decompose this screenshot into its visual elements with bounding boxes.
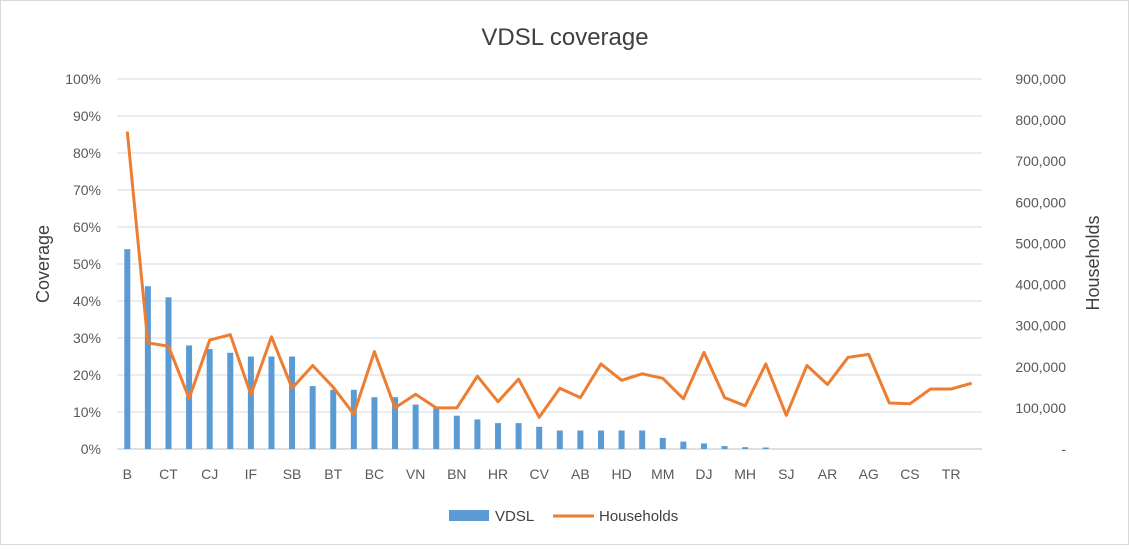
x-tick-label: SB xyxy=(283,466,302,482)
y-tick-label: 20% xyxy=(73,367,101,383)
x-tick-label: AB xyxy=(571,466,590,482)
bar-vdsl xyxy=(618,430,625,449)
x-tick-label: CJ xyxy=(201,466,218,482)
bar-vdsl xyxy=(247,356,254,449)
y-axis-label: Coverage xyxy=(33,225,53,303)
bar-vdsl xyxy=(577,430,584,449)
x-axis-ticks: B CT CJ IF SB BT BC VN BN HR CV AB HD MM DJ MH SJ AR AG CS T… xyxy=(123,466,961,482)
y-tick-label: 40% xyxy=(73,293,101,309)
bar-vdsl xyxy=(680,441,687,449)
legend-label-vdsl: VDSL xyxy=(495,508,534,525)
bar-vdsl xyxy=(536,426,543,449)
y2-tick-label: 400,000 xyxy=(1015,277,1066,293)
x-tick-label: BC xyxy=(365,466,384,482)
bar-vdsl xyxy=(433,408,440,449)
x-tick-label: IF xyxy=(245,466,257,482)
x-tick-label: HD xyxy=(611,466,631,482)
legend-label-households: Households xyxy=(599,508,678,525)
y-tick-label: 80% xyxy=(73,145,101,161)
bar-vdsl xyxy=(412,404,419,449)
bar-vdsl xyxy=(556,430,563,449)
x-tick-label: CT xyxy=(159,466,178,482)
x-tick-label: VN xyxy=(406,466,425,482)
left-axis-ticks: 0% 10% 20% 30% 40% 50% 60% 70% 80% 90% 100% xyxy=(65,71,101,457)
bar-vdsl xyxy=(659,437,666,449)
bar-vdsl xyxy=(371,397,378,449)
bar-vdsl xyxy=(206,349,213,449)
y2-tick-label: 300,000 xyxy=(1015,318,1066,334)
y2-tick-label: 800,000 xyxy=(1015,112,1066,128)
x-tick-label: AG xyxy=(859,466,879,482)
vdsl-bars xyxy=(124,249,769,449)
y-tick-label: 0% xyxy=(81,441,101,457)
households-line-group xyxy=(125,131,973,419)
bar-vdsl xyxy=(762,447,769,449)
x-tick-label: MM xyxy=(651,466,674,482)
bar-vdsl xyxy=(639,430,646,449)
bar-vdsl xyxy=(597,430,604,449)
chart-title: VDSL coverage xyxy=(481,24,648,51)
bar-vdsl xyxy=(742,447,749,449)
y2-tick-label: 900,000 xyxy=(1015,71,1066,87)
legend: VDSL Households xyxy=(449,508,678,525)
households-line xyxy=(125,131,973,419)
bar-vdsl xyxy=(453,415,460,449)
y-tick-label: 10% xyxy=(73,404,101,420)
x-tick-label: HR xyxy=(488,466,508,482)
bar-vdsl xyxy=(392,397,399,449)
x-tick-label: MH xyxy=(734,466,756,482)
bar-vdsl xyxy=(474,419,481,449)
grid-lines xyxy=(117,78,982,450)
x-tick-label: BN xyxy=(447,466,466,482)
y2-tick-label: 100,000 xyxy=(1015,400,1066,416)
bar-vdsl xyxy=(515,423,522,449)
right-axis-ticks: - 100,000 200,000 300,000 400,000 500,000 600,… xyxy=(1015,71,1066,457)
x-tick-label: TR xyxy=(942,466,961,482)
bar-vdsl xyxy=(495,423,502,449)
bar-vdsl xyxy=(289,356,296,449)
bar-vdsl xyxy=(330,389,337,449)
y2-tick-label: 700,000 xyxy=(1015,153,1066,169)
y2-tick-label: 600,000 xyxy=(1015,194,1066,210)
x-tick-label: B xyxy=(123,466,132,482)
y-tick-label: 100% xyxy=(65,71,101,87)
bar-vdsl xyxy=(165,297,172,449)
bar-vdsl xyxy=(144,286,151,449)
x-tick-label: DJ xyxy=(695,466,712,482)
y2-axis-label: Households xyxy=(1083,215,1103,310)
bar-vdsl xyxy=(309,386,316,449)
y2-tick-label: 200,000 xyxy=(1015,359,1066,375)
y-tick-label: 50% xyxy=(73,256,101,272)
bar-vdsl xyxy=(124,249,131,449)
x-tick-label: SJ xyxy=(778,466,794,482)
y2-tick-label: 500,000 xyxy=(1015,235,1066,251)
x-tick-label: CV xyxy=(529,466,549,482)
y-tick-label: 60% xyxy=(73,219,101,235)
bar-vdsl xyxy=(350,389,357,449)
bar-vdsl xyxy=(268,356,275,449)
y2-tick-label: - xyxy=(1061,441,1066,457)
y-tick-label: 90% xyxy=(73,108,101,124)
y-tick-label: 70% xyxy=(73,182,101,198)
x-tick-label: AR xyxy=(818,466,837,482)
legend-swatch-vdsl xyxy=(449,510,489,521)
x-tick-label: CS xyxy=(900,466,919,482)
bar-vdsl xyxy=(227,352,234,449)
x-tick-label: BT xyxy=(324,466,342,482)
bar-vdsl xyxy=(721,446,728,449)
bar-vdsl xyxy=(700,443,707,449)
y-tick-label: 30% xyxy=(73,330,101,346)
